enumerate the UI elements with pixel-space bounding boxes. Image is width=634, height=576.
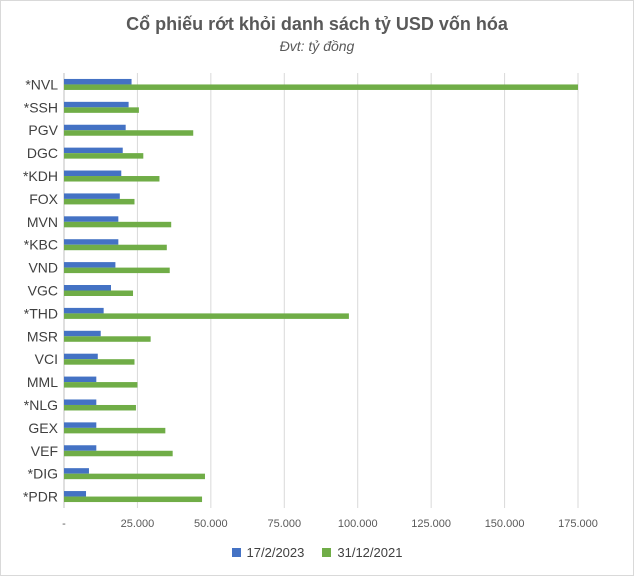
bar-series-2: [64, 496, 203, 503]
x-tick-label: 125.000: [411, 518, 451, 530]
bar-series-1: [64, 285, 111, 291]
bar-series-1: [64, 491, 87, 497]
x-tick-label: 175.000: [558, 518, 598, 530]
bar-series-2: [64, 336, 151, 342]
bar-series-2: [64, 221, 172, 228]
bar-series-2: [64, 450, 173, 457]
legend-swatch-series-2: [322, 548, 332, 557]
bar-series-1: [64, 193, 120, 199]
category-label: VND: [28, 260, 58, 276]
x-tick-label: -: [62, 518, 66, 530]
bar-series-2: [64, 427, 166, 434]
legend-label-series-1: 17/2/2023: [246, 545, 305, 560]
bar-series-2: [64, 290, 134, 296]
chart-title: Cổ phiếu rớt khỏi danh sách tỷ USD vốn h…: [126, 14, 508, 34]
bar-series-2: [64, 130, 194, 136]
chart-subtitle: Đvt: tỷ đồng: [279, 38, 355, 54]
bar-series-2: [64, 244, 167, 251]
category-label: FOX: [29, 191, 58, 207]
bar-series-2: [64, 382, 138, 388]
bar-series-1: [64, 307, 104, 314]
category-label: *NVL: [25, 76, 58, 92]
bar-series-2: [64, 267, 170, 274]
category-label: MML: [27, 374, 58, 390]
category-label: *DIG: [28, 466, 58, 482]
bars: [64, 78, 578, 503]
legend-item-series-2: 31/12/2021: [322, 545, 402, 560]
bar-series-1: [64, 330, 101, 337]
legend-label-series-2: 31/12/2021: [337, 545, 403, 560]
x-tick-label: 25.000: [121, 518, 155, 530]
x-tick-labels: - 25.000 50.000 75.000 100.000 125.000 150.000…: [62, 518, 598, 530]
legend-item-series-1: 17/2/2023: [231, 545, 305, 560]
category-label: VCI: [35, 351, 58, 367]
category-label: MVN: [27, 214, 58, 230]
x-tick-label: 100.000: [338, 518, 378, 530]
category-label: DGC: [27, 145, 58, 161]
bar-series-1: [64, 399, 97, 405]
bar-series-2: [64, 313, 349, 319]
category-label: *THD: [24, 305, 58, 321]
bar-series-2: [64, 176, 160, 182]
bar-series-1: [64, 216, 119, 222]
x-tick-label: 75.000: [267, 518, 301, 530]
bar-series-2: [64, 473, 205, 480]
category-label: MSR: [27, 328, 58, 344]
bar-series-1: [64, 353, 98, 360]
bar-series-1: [64, 445, 97, 451]
bar-series-1: [64, 422, 97, 428]
bar-series-1: [64, 468, 89, 474]
category-label: *PDR: [23, 489, 58, 505]
bar-series-2: [64, 359, 135, 365]
category-label: *NLG: [24, 397, 58, 413]
bar-series-1: [64, 101, 129, 108]
category-label: GEX: [28, 420, 58, 436]
bar-series-2: [64, 198, 135, 205]
bar-series-2: [64, 153, 144, 159]
legend: 17/2/2023 31/12/2021: [0, 545, 634, 560]
bar-series-1: [64, 124, 126, 131]
legend-swatch-series-1: [231, 548, 241, 557]
category-label: *SSH: [24, 99, 58, 115]
bar-series-1: [64, 262, 116, 268]
bar-series-2: [64, 404, 136, 411]
bar-series-1: [64, 147, 123, 154]
bar-series-1: [64, 376, 97, 383]
bar-series-2: [64, 107, 139, 113]
category-labels: *NVL *SSH PGV DGC *KDH FOX MVN *KBC VND VGC *THD MS…: [23, 76, 59, 504]
bar-series-1: [64, 78, 132, 85]
category-label: VEF: [31, 443, 58, 459]
category-label: PGV: [28, 122, 58, 138]
category-label: *KDH: [23, 168, 58, 184]
category-label: *KBC: [24, 237, 58, 253]
category-label: VGC: [28, 283, 58, 299]
x-tick-label: 150.000: [485, 518, 525, 530]
bar-series-2: [64, 84, 578, 90]
bar-series-1: [64, 239, 119, 245]
x-tick-label: 50.000: [194, 518, 228, 530]
gridlines: [63, 73, 579, 508]
bar-series-1: [64, 170, 122, 177]
